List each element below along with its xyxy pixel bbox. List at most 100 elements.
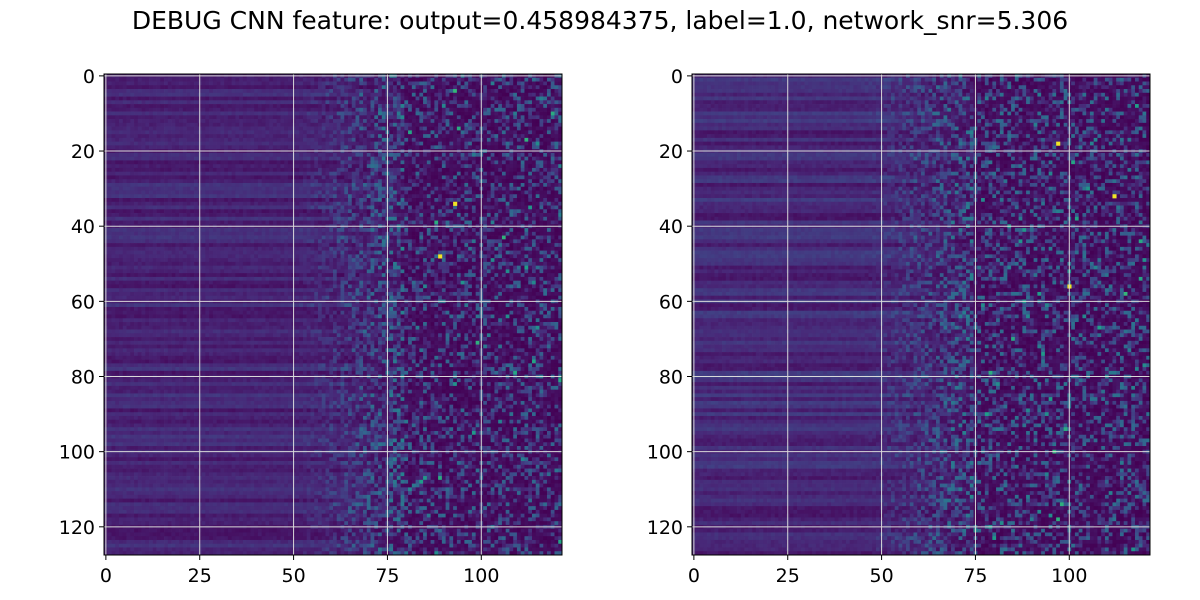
heatmap-cell (461, 89, 465, 93)
heatmap-cell (209, 108, 213, 112)
heatmap-cell (517, 100, 521, 104)
heatmap-cell (449, 89, 453, 93)
heatmap-cell (404, 85, 408, 89)
heatmap-cell (213, 97, 217, 101)
heatmap-cell (284, 112, 288, 116)
heatmap-cell (108, 100, 112, 104)
heatmap-cell (517, 89, 521, 93)
heatmap-cell (314, 97, 318, 101)
heatmap-cell (539, 78, 543, 82)
heatmap-cell (273, 93, 277, 97)
heatmap-cell (382, 119, 386, 123)
heatmap-cell (239, 78, 243, 82)
heatmap-cell (401, 78, 405, 82)
heatmap-cell (532, 89, 536, 93)
heatmap-cell (509, 115, 513, 119)
heatmap-cell (532, 100, 536, 104)
heatmap-cell (543, 89, 547, 93)
heatmap-cell (220, 85, 224, 89)
heatmap-cell (329, 82, 333, 86)
heatmap-cell (280, 119, 284, 123)
heatmap-cell (363, 115, 367, 119)
heatmap-cell (130, 119, 134, 123)
heatmap-cell (348, 78, 352, 82)
heatmap-cell (314, 93, 318, 97)
heatmap-cell (521, 104, 525, 108)
heatmap-cell (157, 108, 161, 112)
heatmap-cell (371, 97, 375, 101)
heatmap-cell (449, 108, 453, 112)
heatmap-cell (288, 97, 292, 101)
heatmap-cell (536, 108, 540, 112)
heatmap-cell (464, 97, 468, 101)
heatmap-cell (160, 93, 164, 97)
heatmap-cell (509, 112, 513, 116)
heatmap-cell (359, 104, 363, 108)
heatmap-cell (412, 93, 416, 97)
heatmap-cell (314, 82, 318, 86)
heatmap-cell (551, 85, 555, 89)
heatmap-cell (416, 78, 420, 82)
heatmap-cell (457, 82, 461, 86)
heatmap-cell (337, 100, 341, 104)
heatmap-cell (352, 97, 356, 101)
heatmap-cell (457, 108, 461, 112)
heatmap-cell (404, 119, 408, 123)
heatmap-cell (325, 112, 329, 116)
heatmap-cell (543, 82, 547, 86)
heatmap-cell (397, 93, 401, 97)
heatmap-cell (115, 112, 119, 116)
heatmap-cell (187, 82, 191, 86)
heatmap-cell (502, 108, 506, 112)
heatmap-cell (115, 78, 119, 82)
heatmap-cell (446, 97, 450, 101)
heatmap-cell (183, 85, 187, 89)
heatmap-cell (389, 82, 393, 86)
heatmap-cell (487, 85, 491, 89)
heatmap-cell (269, 115, 273, 119)
heatmap-cell (382, 85, 386, 89)
heatmap-cell (247, 85, 251, 89)
heatmap-cell (247, 104, 251, 108)
heatmap-cell (153, 82, 157, 86)
heatmap-cell (108, 85, 112, 89)
heatmap-cell (258, 108, 262, 112)
heatmap-cell (299, 119, 303, 123)
heatmap-cell (363, 112, 367, 116)
heatmap-cell (134, 108, 138, 112)
heatmap-cell (468, 108, 472, 112)
heatmap-cell (397, 100, 401, 104)
heatmap-cell (112, 112, 116, 116)
heatmap-cell (273, 82, 277, 86)
heatmap-cell (142, 115, 146, 119)
heatmap-cell (498, 104, 502, 108)
heatmap-cell (371, 78, 375, 82)
heatmap-cell (374, 93, 378, 97)
heatmap-cell (438, 112, 442, 116)
heatmap-cell (491, 104, 495, 108)
heatmap-cell (502, 115, 506, 119)
heatmap-cell (498, 112, 502, 116)
heatmap-cell (356, 97, 360, 101)
heatmap-cell (543, 97, 547, 101)
heatmap-cell (352, 100, 356, 104)
heatmap-cell (172, 119, 176, 123)
heatmap-cell (228, 112, 232, 116)
heatmap-cell (130, 97, 134, 101)
heatmap-cell (464, 85, 468, 89)
heatmap-cell (183, 78, 187, 82)
heatmap-cell (318, 104, 322, 108)
heatmap-cell (401, 115, 405, 119)
heatmap-cell (213, 93, 217, 97)
heatmap-cell (194, 93, 198, 97)
heatmap-cell (431, 104, 435, 108)
heatmap-cell (243, 100, 247, 104)
heatmap-cell (528, 112, 532, 116)
heatmap-cell (404, 78, 408, 82)
heatmap-cell (220, 115, 224, 119)
heatmap-cell (179, 89, 183, 93)
heatmap-cell (539, 108, 543, 112)
heatmap-cell (303, 78, 307, 82)
heatmap-cell (202, 115, 206, 119)
heatmap-cell (453, 108, 457, 112)
